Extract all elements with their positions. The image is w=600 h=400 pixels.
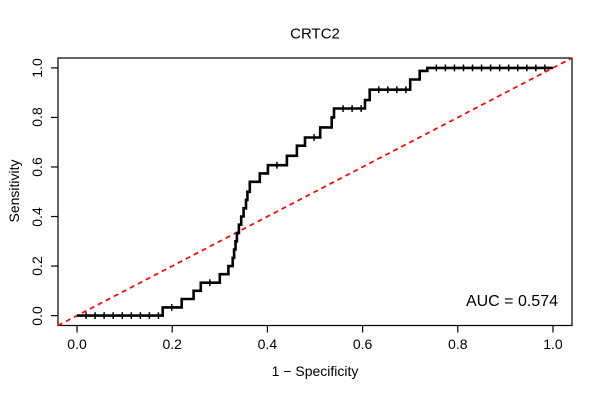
y-tick-label: 0.4 bbox=[29, 206, 45, 227]
y-axis-label: Sensitivity bbox=[6, 159, 22, 223]
y-tick-label: 0.0 bbox=[29, 305, 45, 326]
x-tick-label: 0.8 bbox=[448, 336, 468, 352]
x-axis-label: 1 − Specificity bbox=[271, 363, 359, 379]
plot-box bbox=[57, 57, 573, 327]
y-tick-label: 0.6 bbox=[29, 157, 45, 177]
x-tick-label: 0.2 bbox=[162, 336, 182, 352]
x-tick-label: 0.6 bbox=[352, 336, 373, 352]
x-tick-label: 1.0 bbox=[543, 336, 563, 352]
y-tick-label: 0.2 bbox=[29, 256, 45, 276]
roc-curve bbox=[77, 66, 553, 317]
x-tick-label: 0.0 bbox=[67, 336, 87, 352]
chance-line bbox=[57, 57, 573, 327]
y-tick-label: 1.0 bbox=[29, 58, 45, 78]
chart-title: CRTC2 bbox=[290, 25, 340, 43]
x-tick-label: 0.4 bbox=[257, 336, 278, 352]
auc-annotation: AUC = 0.574 bbox=[465, 293, 558, 310]
y-tick-label: 0.8 bbox=[29, 107, 45, 128]
